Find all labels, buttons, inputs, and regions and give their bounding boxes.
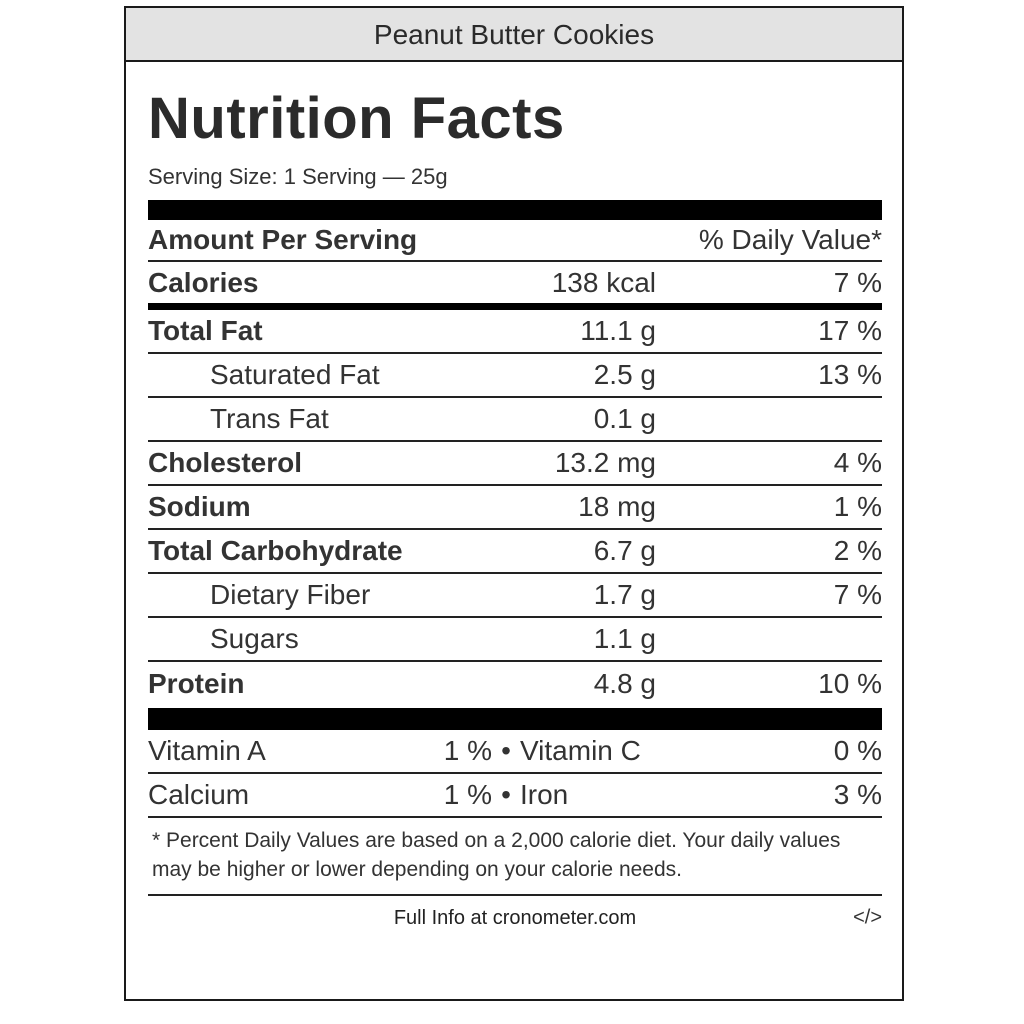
- nutrient-amount: 13.2 mg: [554, 447, 656, 478]
- nutrient-amount: 6.7 g: [593, 535, 656, 566]
- nutrient-daily-value: 2 %: [833, 535, 882, 566]
- nutrient-daily-value: 10 %: [818, 668, 882, 699]
- vitamin-daily-value: 3 %: [833, 779, 882, 810]
- nutrient-amount: 1.1 g: [593, 623, 656, 654]
- footer: Full Info at cronometer.com </>: [148, 896, 882, 940]
- food-title: Peanut Butter Cookies: [126, 8, 902, 62]
- nutrient-row-sugars: Sugars 1.1 g: [148, 618, 882, 662]
- nutrient-name: Total Fat: [148, 315, 263, 346]
- nutrient-daily-value: 17 %: [818, 315, 882, 346]
- nutrient-daily-value: 4 %: [833, 447, 882, 478]
- calories-row: Calories 138 kcal 7 %: [148, 262, 882, 310]
- nutrient-name: Saturated Fat: [210, 359, 380, 390]
- serving-size: Serving Size: 1 Serving — 25g: [148, 164, 448, 189]
- amount-per-serving-label: Amount Per Serving: [148, 224, 418, 255]
- nutrient-row-trans-fat: Trans Fat 0.1 g: [148, 398, 882, 442]
- nutrient-row-sodium: Sodium 18 mg 1 %: [148, 486, 882, 530]
- nutrient-row-total-carbohydrate: Total Carbohydrate 6.7 g 2 %: [148, 530, 882, 574]
- nutrient-amount: 1.7 g: [593, 579, 656, 610]
- nutrient-row-total-fat: Total Fat 11.1 g 17 %: [148, 310, 882, 354]
- nutrient-name: Cholesterol: [148, 447, 303, 478]
- nutrient-name: Protein: [148, 668, 245, 699]
- nutrient-daily-value: 7 %: [833, 579, 882, 610]
- nutrient-amount: 4.8 g: [593, 668, 656, 699]
- vitamin-name: Vitamin A: [148, 735, 266, 766]
- vitamin-daily-value: 0 %: [833, 735, 882, 766]
- vitamin-daily-value: 1 %: [443, 779, 492, 810]
- nutrient-name: Calories: [148, 266, 259, 298]
- amount-header-row: Amount Per Serving % Daily Value*: [148, 220, 882, 262]
- vitamin-daily-value: 1 %: [443, 735, 492, 766]
- nutrient-name: Total Carbohydrate: [148, 535, 403, 566]
- nutrient-name: Sugars: [210, 623, 299, 654]
- nutrient-amount: 11.1 g: [580, 315, 656, 346]
- nutrient-row-dietary-fiber: Dietary Fiber 1.7 g 7 %: [148, 574, 882, 618]
- nutrient-name: Trans Fat: [210, 403, 329, 434]
- cronometer-link[interactable]: Full Info at cronometer.com: [393, 906, 637, 929]
- nutrient-amount: 18 mg: [578, 491, 656, 522]
- vitamin-name: Calcium: [148, 779, 250, 810]
- nutrient-daily-value: 1 %: [833, 491, 882, 522]
- nutrient-name: Dietary Fiber: [210, 579, 371, 610]
- bullet-separator: •: [501, 779, 511, 810]
- vitamin-name: Iron: [520, 779, 569, 810]
- label-content: Nutrition Facts Serving Size: 1 Serving …: [126, 88, 902, 940]
- nutrient-amount: 138 kcal: [551, 266, 656, 298]
- thick-divider: [148, 200, 882, 220]
- nutrient-daily-value: 13 %: [818, 359, 882, 390]
- nutrient-row-cholesterol: Cholesterol 13.2 mg 4 %: [148, 442, 882, 486]
- nutrient-amount: 0.1 g: [593, 403, 656, 434]
- daily-value-label: % Daily Value*: [698, 224, 882, 255]
- vitamin-row: Calcium 1 % • Iron 3 %: [148, 774, 882, 818]
- nutrition-label: Peanut Butter Cookies Nutrition Facts Se…: [124, 6, 904, 1001]
- vitamin-name: Vitamin C: [520, 735, 641, 766]
- nutrient-daily-value: 7 %: [833, 266, 882, 298]
- thick-divider: [148, 708, 882, 730]
- nutrient-name: Sodium: [148, 491, 251, 522]
- nutrient-row-protein: Protein 4.8 g 10 %: [148, 662, 882, 706]
- bullet-separator: •: [501, 735, 511, 766]
- nutrition-facts-heading: Nutrition Facts: [148, 86, 565, 151]
- daily-value-footnote: * Percent Daily Values are based on a 2,…: [148, 818, 882, 896]
- embed-code-icon[interactable]: </>: [853, 906, 882, 929]
- vitamin-row: Vitamin A 1 % • Vitamin C 0 %: [148, 730, 882, 774]
- nutrient-row-saturated-fat: Saturated Fat 2.5 g 13 %: [148, 354, 882, 398]
- nutrient-amount: 2.5 g: [593, 359, 656, 390]
